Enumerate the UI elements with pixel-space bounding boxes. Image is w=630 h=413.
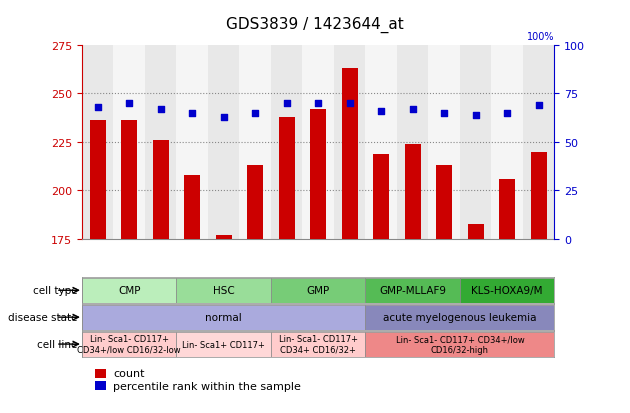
Text: CMP: CMP	[118, 285, 140, 296]
Bar	[460, 278, 554, 303]
Bar	[499, 179, 515, 240]
Bar	[239, 45, 271, 240]
Bar	[145, 45, 176, 240]
Bar	[82, 332, 176, 357]
Text: Lin- Sca1- CD117+ CD34+/low
CD16/32-high: Lin- Sca1- CD117+ CD34+/low CD16/32-high	[396, 335, 524, 354]
Bar	[215, 236, 232, 240]
Text: count: count	[113, 368, 145, 378]
Point	[187, 110, 197, 116]
Bar	[271, 278, 365, 303]
Text: cell line: cell line	[37, 339, 77, 349]
Bar	[491, 45, 523, 240]
Point	[124, 100, 134, 107]
Bar	[90, 121, 106, 240]
Bar	[153, 140, 169, 240]
Bar	[436, 166, 452, 240]
Text: GMP-MLLAF9: GMP-MLLAF9	[379, 285, 446, 296]
Bar	[523, 45, 554, 240]
Bar	[397, 45, 428, 240]
Text: acute myelogenous leukemia: acute myelogenous leukemia	[383, 312, 537, 323]
Bar	[208, 45, 239, 240]
Bar	[365, 332, 554, 357]
Bar	[278, 117, 294, 240]
Bar	[373, 154, 389, 240]
Text: Lin- Sca1- CD117+
CD34+ CD16/32+: Lin- Sca1- CD117+ CD34+ CD16/32+	[278, 335, 358, 354]
Point	[502, 110, 512, 116]
Bar	[460, 45, 491, 240]
Text: disease state: disease state	[8, 312, 77, 323]
Point	[376, 108, 386, 115]
Point	[408, 106, 418, 113]
Bar	[176, 45, 208, 240]
Bar	[404, 145, 421, 240]
Bar	[365, 305, 554, 330]
Point	[282, 100, 292, 107]
Bar	[341, 69, 358, 240]
Bar	[247, 166, 263, 240]
Point	[250, 110, 260, 116]
Point	[345, 100, 355, 107]
Bar	[113, 45, 145, 240]
Point	[156, 106, 166, 113]
Bar	[176, 332, 271, 357]
Bar	[176, 278, 271, 303]
Point	[219, 114, 229, 121]
Point	[439, 110, 449, 116]
Bar	[82, 305, 365, 330]
Text: percentile rank within the sample: percentile rank within the sample	[113, 381, 301, 391]
Bar	[310, 109, 326, 240]
Text: HSC: HSC	[213, 285, 234, 296]
Text: normal: normal	[205, 312, 242, 323]
Text: 100%: 100%	[527, 31, 554, 42]
Point	[534, 102, 544, 109]
Bar	[530, 152, 546, 240]
Bar	[271, 45, 302, 240]
Point	[93, 104, 103, 111]
Bar	[428, 45, 460, 240]
Bar	[121, 121, 137, 240]
Text: GDS3839 / 1423644_at: GDS3839 / 1423644_at	[226, 17, 404, 33]
Text: cell type: cell type	[33, 285, 77, 296]
Point	[471, 112, 481, 119]
Bar	[302, 45, 334, 240]
Text: Lin- Sca1+ CD117+: Lin- Sca1+ CD117+	[182, 340, 265, 349]
Bar	[467, 224, 484, 240]
Bar	[365, 45, 397, 240]
Bar	[271, 332, 365, 357]
Text: Lin- Sca1- CD117+
CD34+/low CD16/32-low: Lin- Sca1- CD117+ CD34+/low CD16/32-low	[77, 335, 181, 354]
Text: KLS-HOXA9/M: KLS-HOXA9/M	[471, 285, 543, 296]
Bar	[334, 45, 365, 240]
Bar	[82, 45, 113, 240]
Bar	[82, 278, 176, 303]
Bar	[184, 176, 200, 240]
Point	[313, 100, 323, 107]
Bar	[365, 278, 460, 303]
Text: GMP: GMP	[307, 285, 329, 296]
